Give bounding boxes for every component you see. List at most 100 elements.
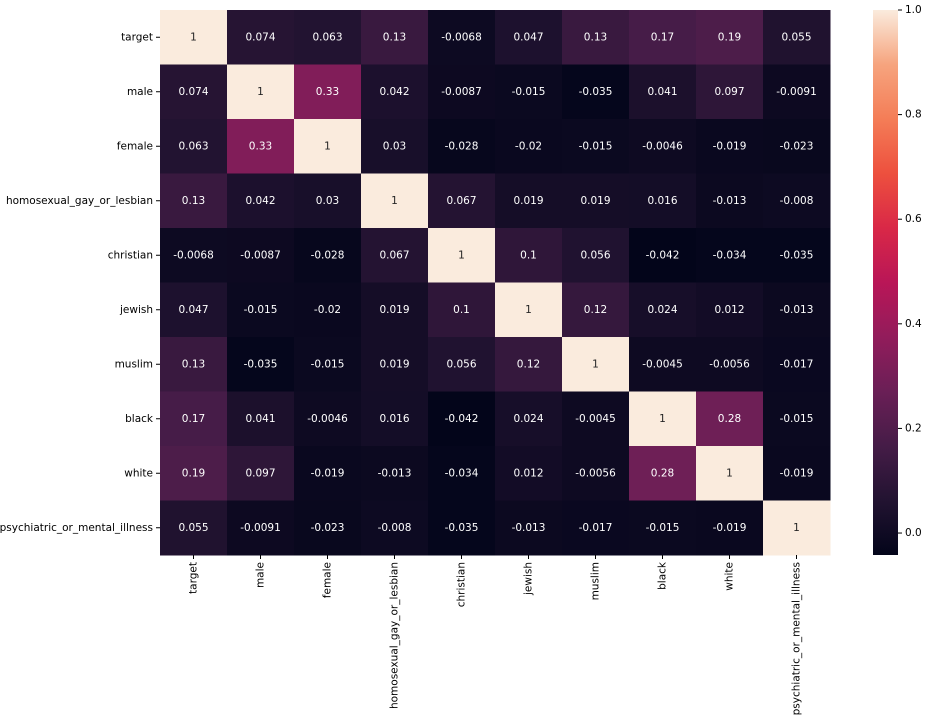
- y-tick-label: jewish: [119, 304, 153, 316]
- y-tick-label: homosexual_gay_or_lesbian: [6, 195, 153, 207]
- cell-label: -0.013: [378, 467, 412, 479]
- cell: [495, 173, 563, 229]
- cell: [696, 228, 764, 283]
- cell-label: 0.13: [584, 31, 607, 43]
- cell: [428, 282, 496, 338]
- cell: [227, 282, 295, 338]
- cell: [294, 391, 362, 447]
- cell: [294, 446, 362, 501]
- cell-label: 0.012: [513, 467, 543, 479]
- cell-label: 0.13: [182, 358, 205, 370]
- cell-label: -0.0091: [240, 522, 281, 534]
- cell-label: 0.1: [453, 304, 470, 316]
- cell: [361, 500, 429, 556]
- cell: [428, 446, 496, 501]
- y-tick-label: black: [125, 413, 154, 425]
- cell: [629, 119, 697, 174]
- cell-label: -0.0045: [575, 413, 616, 425]
- cell: [562, 119, 630, 174]
- cell: [227, 64, 295, 120]
- cell: [160, 173, 228, 229]
- cell: [696, 446, 764, 501]
- cell-label: 1: [458, 249, 465, 261]
- cell-label: 0.28: [718, 413, 741, 425]
- cell-label: 0.019: [580, 195, 610, 207]
- cell: [629, 228, 697, 283]
- cell-label: 0.03: [316, 195, 339, 207]
- cell-label: 1: [324, 140, 331, 152]
- cell: [160, 391, 228, 447]
- cell: [361, 337, 429, 392]
- cell: [160, 64, 228, 120]
- cell: [562, 446, 630, 501]
- cell: [428, 173, 496, 229]
- y-tick-label: christian: [108, 249, 153, 261]
- cell-label: -0.042: [646, 249, 680, 261]
- cell-label: -0.008: [378, 522, 412, 534]
- cell: [428, 391, 496, 447]
- cell: [227, 446, 295, 501]
- cell-label: 0.12: [517, 358, 540, 370]
- cell: [763, 10, 831, 65]
- cell-label: 0.33: [316, 86, 339, 98]
- cell: [629, 173, 697, 229]
- cell: [696, 282, 764, 338]
- cell: [428, 500, 496, 556]
- colorbar-tick-label: 1.0: [905, 4, 922, 16]
- cell: [562, 337, 630, 392]
- cell: [428, 228, 496, 283]
- cell-label: 0.067: [379, 249, 409, 261]
- cell: [294, 173, 362, 229]
- cell: [495, 119, 563, 174]
- colorbar: [873, 10, 898, 555]
- cell-label: 0.012: [714, 304, 744, 316]
- cell-label: -0.0046: [642, 140, 683, 152]
- cell: [696, 391, 764, 447]
- x-tick-label: muslim: [590, 562, 602, 600]
- cell-label: -0.019: [713, 140, 747, 152]
- cell-label: 0.016: [379, 413, 409, 425]
- cell: [696, 173, 764, 229]
- cell-label: -0.015: [244, 304, 278, 316]
- cell: [227, 173, 295, 229]
- cell-label: -0.0068: [441, 31, 482, 43]
- cell: [495, 446, 563, 501]
- cell-label: 0.047: [513, 31, 543, 43]
- cell-label: 0.097: [714, 86, 744, 98]
- cell: [562, 10, 630, 65]
- cell: [562, 173, 630, 229]
- y-tick-label: muslim: [115, 358, 153, 370]
- cell: [629, 391, 697, 447]
- cell: [294, 10, 362, 65]
- colorbar-tick-label: 0.8: [905, 109, 922, 121]
- x-tick-label: black: [657, 561, 669, 590]
- cell-label: -0.015: [512, 86, 546, 98]
- cell: [227, 119, 295, 174]
- cell: [294, 500, 362, 556]
- cell-label: -0.019: [780, 467, 814, 479]
- cell-label: 0.056: [446, 358, 476, 370]
- cell-label: 0.19: [182, 467, 205, 479]
- x-tick-label: white: [724, 562, 736, 591]
- cell-label: 0.074: [245, 31, 275, 43]
- cell: [495, 391, 563, 447]
- cell-label: 0.13: [182, 195, 205, 207]
- cell-label: -0.035: [780, 249, 814, 261]
- cell-label: -0.013: [713, 195, 747, 207]
- cell: [294, 64, 362, 120]
- cell-label: -0.008: [780, 195, 814, 207]
- cell-label: 0.03: [383, 140, 406, 152]
- cell-label: -0.02: [515, 140, 542, 152]
- cell: [629, 500, 697, 556]
- cell-label: -0.02: [314, 304, 341, 316]
- y-tick-label: male: [127, 86, 153, 98]
- cell-label: -0.0087: [441, 86, 482, 98]
- cell: [361, 446, 429, 501]
- cell: [227, 228, 295, 283]
- cell: [361, 10, 429, 65]
- colorbar-tick-label: 0.4: [905, 318, 922, 330]
- cell: [361, 173, 429, 229]
- cell-label: -0.034: [445, 467, 479, 479]
- cell-label: -0.0046: [307, 413, 348, 425]
